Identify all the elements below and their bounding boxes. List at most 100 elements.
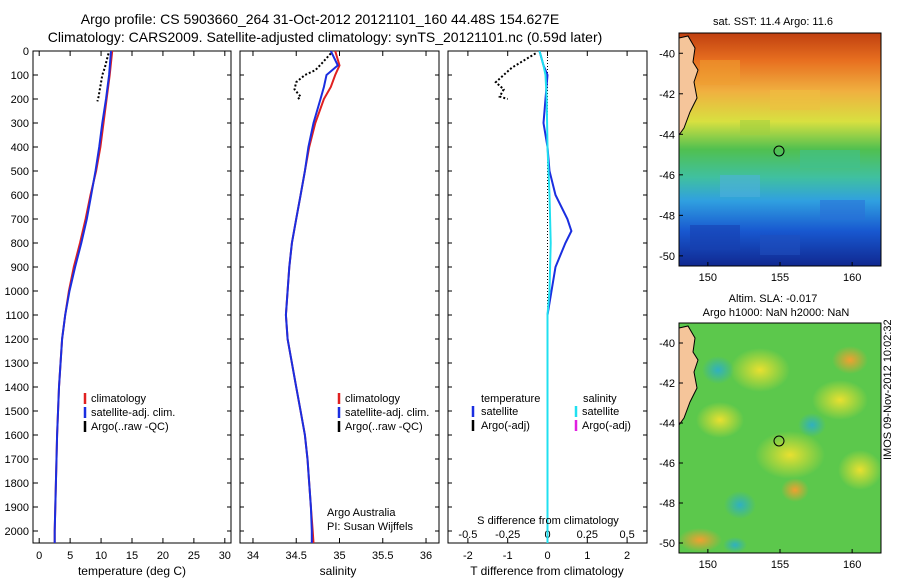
series-line-argo-raw-qc- <box>293 52 332 100</box>
legend-label-s-satellite: satellite <box>582 406 619 418</box>
y-tick-label: 1000 <box>5 286 29 298</box>
y-tick-label: 1900 <box>5 502 29 514</box>
x-tick-label: 30 <box>219 550 231 562</box>
map-x-tick-label: 160 <box>843 559 861 571</box>
y-tick-label: 800 <box>11 238 29 250</box>
series-line-satellite-adj-clim- <box>284 51 340 543</box>
credit-line-1: Argo Australia <box>327 507 396 519</box>
x-tick-label: -2 <box>463 550 473 562</box>
y-tick-label: 1100 <box>5 310 29 322</box>
y-tick-label: 600 <box>11 190 29 202</box>
salinity-legend: climatology satellite-adj. clim. Argo(..… <box>337 393 429 433</box>
header-line-2: Climatology: CARS2009. Satellite-adjuste… <box>48 29 603 45</box>
map-y-tick-label: -40 <box>659 48 675 60</box>
temperature-xlabel: temperature (deg C) <box>78 564 186 578</box>
y-tick-label: 500 <box>11 166 29 178</box>
x-tick-label: 35.5 <box>372 550 393 562</box>
y-tick-label: 2000 <box>5 526 29 538</box>
y-tick-label: 1400 <box>5 382 29 394</box>
y-tick-label: 200 <box>11 94 29 106</box>
s-tick-label: 0.25 <box>577 529 598 541</box>
x-tick-label: 15 <box>126 550 138 562</box>
legend-title-salinity: salinity <box>583 393 617 405</box>
imos-timestamp: IMOS 09-Nov-2012 10:02:32 <box>882 319 894 460</box>
difference-legend: temperature satellite Argo(-adj) salinit… <box>471 393 631 432</box>
s-tick-label: 0.5 <box>619 529 634 541</box>
x-tick-label: 36 <box>420 550 432 562</box>
y-tick-label: 1600 <box>5 430 29 442</box>
map-y-tick-label: -50 <box>659 538 675 550</box>
y-tick-label: 1500 <box>5 406 29 418</box>
salinity-panel: 34 34.5 35 35.5 36 salinity climatology sate… <box>239 50 440 578</box>
legend-label-t-satellite: satellite <box>481 406 518 418</box>
x-tick-label: 0 <box>36 550 42 562</box>
s-tick-label: -0.5 <box>458 529 477 541</box>
x-tick-label: 25 <box>188 550 200 562</box>
map-y-tick-label: -46 <box>659 458 675 470</box>
map-x-tick-label: 150 <box>699 559 717 571</box>
x-tick-label: 34 <box>247 550 259 562</box>
x-tick-label: 34.5 <box>286 550 307 562</box>
y-tick-label: 400 <box>11 142 29 154</box>
y-tick-label: 700 <box>11 214 29 226</box>
map-y-tick-label: -48 <box>659 498 675 510</box>
x-tick-label: 0 <box>544 550 550 562</box>
sst-texture <box>690 60 865 255</box>
sla-map-panel: Altim. SLA: -0.017 Argo h1000: NaN h2000… <box>659 293 882 571</box>
y-tick-label: 900 <box>11 262 29 274</box>
y-tick-label: 1200 <box>5 334 29 346</box>
y-tick-label: 300 <box>11 118 29 130</box>
map-y-tick-label: -44 <box>659 129 675 141</box>
salinity-axes <box>239 50 440 544</box>
map-y-tick-label: -48 <box>659 210 675 222</box>
legend-label-satellite: satellite-adj. clim. <box>91 407 175 419</box>
argo-float-marker <box>773 435 785 447</box>
series-line-t-argo-adj- <box>494 52 537 100</box>
sla-map-title-2: Argo h1000: NaN h2000: NaN <box>703 307 850 319</box>
s-difference-label: S difference from climatology <box>477 515 619 527</box>
x-tick-label: 10 <box>95 550 107 562</box>
salinity-xlabel: salinity <box>320 564 357 578</box>
temperature-axis: 0 5 10 15 20 25 30 <box>33 50 231 562</box>
map-x-tick-label: 160 <box>843 272 861 284</box>
legend-label-climatology: climatology <box>91 393 147 405</box>
tasmania-land <box>678 35 699 137</box>
header-line-1: Argo profile: CS 5903660_264 31-Oct-2012… <box>81 11 559 27</box>
map-x-tick-label: 150 <box>699 272 717 284</box>
legend-label-argo: Argo(..raw -QC) <box>91 421 169 433</box>
s-tick-label: -0.25 <box>495 529 520 541</box>
legend-label-argo: Argo(..raw -QC) <box>345 421 423 433</box>
x-tick-label: 5 <box>67 550 73 562</box>
map-y-tick-label: -40 <box>659 338 675 350</box>
temperature-legend: climatology satellite-adj. clim. Argo(..… <box>83 393 175 433</box>
sla-map-title-1: Altim. SLA: -0.017 <box>729 293 818 305</box>
sst-map-panel: sat. SST: 11.4 Argo: 11.6 150 155 160 -40 -4… <box>659 16 882 284</box>
map-x-tick-label: 155 <box>771 559 789 571</box>
tasmania-land <box>678 325 699 427</box>
legend-label-s-argo: Argo(-adj) <box>582 420 631 432</box>
map-y-tick-label: -42 <box>659 89 675 101</box>
map-y-tick-label: -46 <box>659 170 675 182</box>
series-line-argo-raw-qc- <box>96 53 110 102</box>
x-tick-label: 2 <box>624 550 630 562</box>
y-tick-label: 1800 <box>5 478 29 490</box>
sst-map-title: sat. SST: 11.4 Argo: 11.6 <box>713 16 833 28</box>
temperature-panel: 0 100 200 300 400 500 600 700 800 900 1000 1100 1200… <box>5 46 232 578</box>
depth-axis: 0 100 200 300 400 500 600 700 800 900 1000 1100 1200… <box>5 46 38 538</box>
x-tick-label: -1 <box>503 550 513 562</box>
y-tick-label: 100 <box>11 70 29 82</box>
x-tick-label: 1 <box>584 550 590 562</box>
sla-texture <box>678 346 882 553</box>
legend-label-satellite: satellite-adj. clim. <box>345 407 429 419</box>
salinity-axis: 34 34.5 35 35.5 36 <box>240 50 439 562</box>
map-x-tick-label: 155 <box>771 272 789 284</box>
temperature-axes <box>32 50 232 544</box>
credit-line-2: PI: Susan Wijffels <box>327 521 413 533</box>
y-tick-label: 1300 <box>5 358 29 370</box>
legend-label-climatology: climatology <box>345 393 401 405</box>
s-difference-axis: -0.5 -0.25 0 0.25 0.5 <box>458 529 634 541</box>
legend-title-temperature: temperature <box>481 393 540 405</box>
map-y-tick-label: -44 <box>659 418 675 430</box>
t-difference-xlabel: T difference from climatology <box>470 564 624 578</box>
